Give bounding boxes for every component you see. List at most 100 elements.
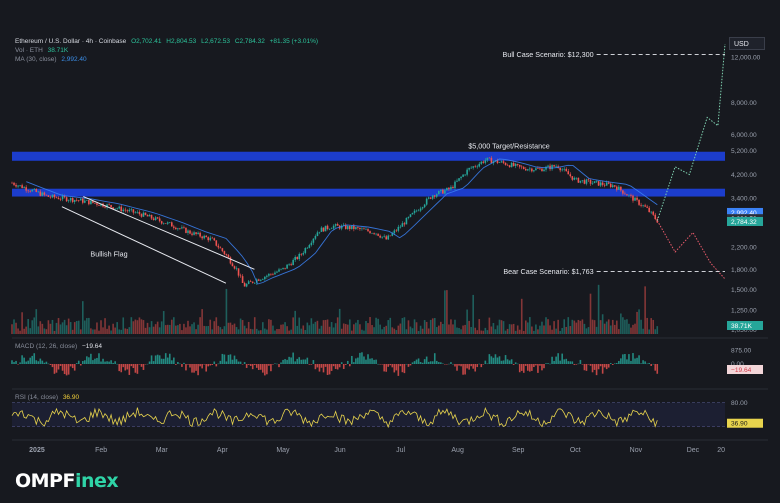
candle-body [175,227,177,230]
ma-legend[interactable]: MA (30, close) 2,992.40 [15,55,90,64]
volume-bar [211,329,214,334]
macd-zero-label: 0.00 [731,361,744,368]
macd-histogram-bar [433,353,436,364]
candle-body [399,226,402,228]
volume-bar [375,317,377,334]
candle-body [462,174,464,177]
candle-body [237,268,240,276]
candle-body [270,273,272,275]
candle-body [114,208,116,210]
volume-bar [494,329,497,334]
volume-bar [448,324,450,334]
volume-bar [371,325,373,334]
volume-bar [255,328,258,334]
macd-histogram-bar [585,364,588,371]
volume-bar [504,330,507,334]
macd-histogram-bar [209,364,212,366]
brand-logo: OMPFinex [15,470,119,492]
candle-body [116,208,118,210]
time-axis-label: 2025 [29,447,45,454]
macd-histogram-bar [142,364,145,370]
candle-body [609,183,612,188]
macd-histogram-bar [389,364,392,366]
macd-histogram-bar [272,364,274,365]
volume-bar [310,318,313,334]
macd-histogram-bar [11,360,13,364]
time-axis-label: Dec [687,447,700,454]
volume-bar [280,324,282,334]
volume-legend[interactable]: Vol · ETH 38.71K [15,46,71,55]
macd-histogram-bar [294,361,296,364]
currency-button[interactable]: USD [729,37,765,50]
macd-histogram-bar [67,364,70,375]
volume-bar [168,324,171,334]
candle-body [648,207,650,213]
volume-bar [243,325,246,334]
candle-body [577,177,580,183]
candle-body [607,182,610,184]
volume-bar [84,320,86,334]
volume-bar [458,328,460,334]
volume-bar [328,326,331,334]
volume-bar [298,317,301,334]
candle-body [379,235,381,238]
macd-histogram-bar [618,360,620,364]
volume-bar [108,325,110,334]
macd-histogram-bar [173,357,175,364]
time-axis-label: Jul [396,447,405,454]
macd-histogram-bar [25,361,27,364]
volume-bar [126,328,129,334]
candle-body [209,237,212,241]
volume-bar [23,328,25,334]
volume-bar [63,319,66,334]
candle-body [205,235,207,238]
candle-body [302,252,305,255]
symbol-name[interactable]: Ethereum / U.S. Dollar · 4h · Coinbase [15,38,127,45]
macd-histogram-bar [39,358,42,364]
macd-histogram-bar [531,364,533,371]
rsi-upper-label: 80.00 [731,400,748,407]
candle-body [162,223,165,225]
macd-histogram-bar [282,359,284,364]
macd-histogram-bar [427,361,430,364]
candle-body [235,268,238,269]
volume-bar [170,319,173,334]
rsi-legend[interactable]: RSI (14, close) 36.90 [15,393,82,402]
macd-histogram-bar [365,359,367,364]
macd-histogram-bar [456,364,458,371]
candle-body [520,166,523,168]
volume-bar [276,328,278,334]
candle-body [638,199,640,205]
volume-bar [47,320,50,334]
volume-bar [379,324,381,334]
candle-body [630,194,632,196]
candle-body [57,197,60,200]
volume-bar [638,309,640,334]
macd-histogram-bar [148,361,151,364]
candle-body [361,228,363,230]
volume-bar [654,329,657,334]
candle-body [369,231,371,234]
volume-bar [549,325,551,334]
macd-histogram-bar [160,358,163,364]
macd-histogram-bar [595,364,598,376]
candle-body [251,281,254,283]
macd-legend[interactable]: MACD (12, 26, close) −19.64 [15,342,105,351]
volume-bar [164,325,167,334]
macd-histogram-bar [401,364,404,373]
macd-histogram-bar [391,364,394,368]
volume-bar [31,320,34,334]
macd-histogram-bar [464,364,466,375]
candle-body [466,169,468,175]
volume-bar [363,330,365,334]
macd-histogram-bar [522,364,525,373]
open-value: O2,702.41 [131,38,162,45]
candle-body [385,236,388,240]
candle-body [168,222,171,223]
macd-histogram-bar [53,364,56,374]
macd-histogram-bar [638,355,640,364]
time-axis-label: Feb [95,447,107,454]
volume-bar [53,330,56,334]
macd-histogram-bar [164,353,167,364]
